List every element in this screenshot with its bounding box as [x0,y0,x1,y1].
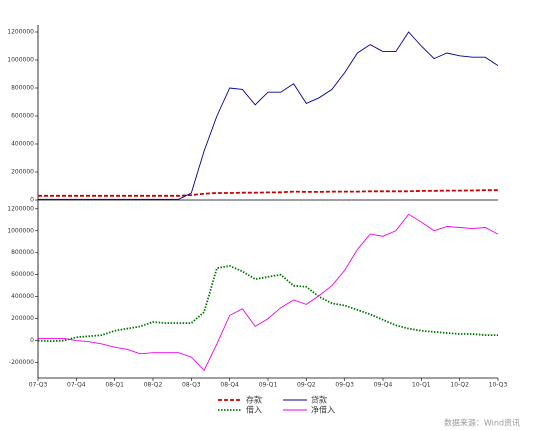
y-tick-label: 1000000 [7,227,34,234]
y-tick-label: 200000 [11,169,34,176]
x-tick-label: 08-Q3 [182,382,201,389]
y-tick-label: 200000 [11,315,34,322]
x-tick-label: 09-Q2 [297,382,316,389]
y-tick-label: 800000 [11,85,34,92]
legend-label: 贷款 [311,395,327,405]
series-line [37,264,498,343]
x-tick-label: 09-Q4 [374,382,393,389]
series-line [38,189,498,197]
series-line [38,213,499,372]
x-tick-label: 09-Q3 [335,382,354,389]
y-tick-label: 1200000 [7,205,34,212]
x-tick-label: 09-Q1 [259,382,278,389]
y-tick-label: 400000 [11,293,34,300]
source: 数据来源：Wind资讯 [444,418,520,428]
y-tick-label: 600000 [11,271,34,278]
x-tick-label: 07-Q3 [29,382,48,389]
y-tick-label: 0 [30,337,34,344]
x-tick-label: 10-Q2 [450,382,469,389]
y-tick-label: -200000 [9,359,34,366]
legend-label: 存款 [246,395,262,405]
x-tick-label: 08-Q2 [144,382,163,389]
x-tick-label: 10-Q1 [412,382,431,389]
y-tick-label: 800000 [11,249,34,256]
y-tick-label: 600000 [11,113,34,120]
y-tick-label: 1200000 [7,29,34,36]
y-tick-label: 400000 [11,141,34,148]
x-tick-label: 07-Q4 [67,382,86,389]
x-tick-label: 08-Q4 [220,382,239,389]
legend-label: 净借入 [311,405,335,415]
legend-label: 借入 [246,405,262,415]
series-line [38,31,499,200]
x-tick-label: 10-Q3 [489,382,508,389]
y-tick-label: 1000000 [7,57,34,64]
x-tick-label: 08-Q1 [105,382,124,389]
y-tick-label: 0 [30,197,34,204]
